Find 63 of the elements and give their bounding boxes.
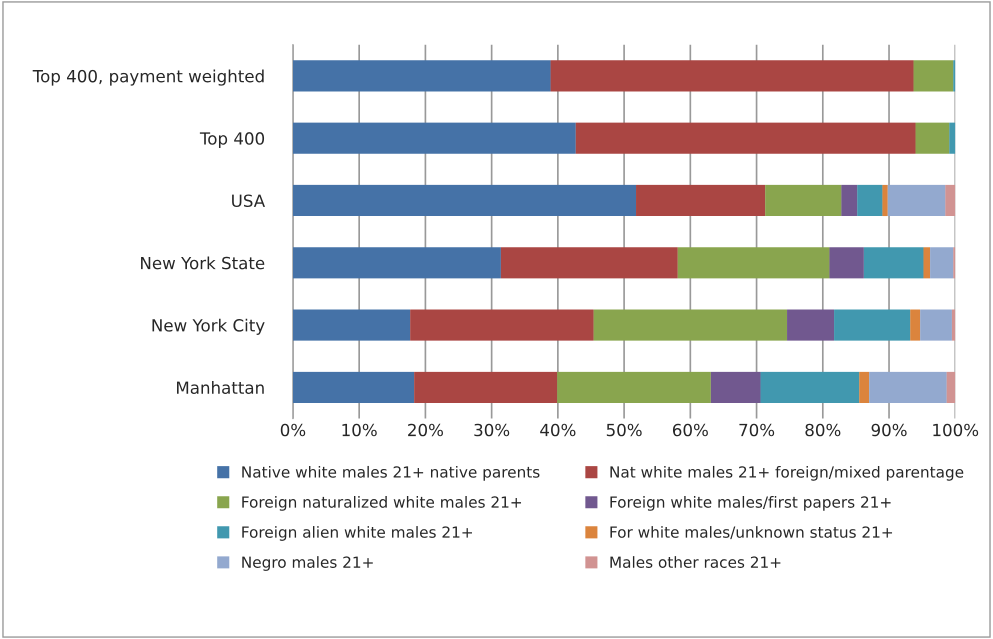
bar	[930, 247, 954, 278]
bar	[414, 372, 558, 403]
bar	[949, 122, 956, 154]
bar	[834, 310, 910, 341]
bar	[916, 122, 950, 154]
x-tick-label: 0%	[280, 424, 306, 436]
legend-label: Foreign white males/first papers 21+	[610, 496, 891, 511]
bar	[292, 122, 576, 154]
bar	[292, 310, 410, 341]
y-tick-label: Manhattan	[177, 381, 264, 394]
bar	[882, 184, 888, 216]
bar	[857, 184, 882, 216]
legend-label: For white males/unknown status 21+	[610, 526, 892, 540]
bar	[765, 184, 842, 216]
bar	[946, 372, 956, 403]
bar	[710, 372, 761, 403]
bar	[292, 60, 551, 92]
legend-label: Nat white males 21+ foreign/mixed parentage	[610, 466, 964, 481]
x-tick-label: 90%	[872, 424, 907, 436]
x-tick-label: 70%	[739, 424, 774, 436]
x-tick-label: 60%	[672, 424, 708, 436]
bar	[292, 184, 636, 216]
x-tick-label: 20%	[408, 424, 444, 436]
bar	[869, 372, 947, 403]
bar	[914, 60, 954, 92]
bar	[945, 184, 956, 216]
y-tick-label: New York State	[141, 256, 264, 270]
bar	[557, 372, 711, 403]
bar	[678, 247, 830, 278]
bar	[859, 372, 870, 403]
y-tick-label: Top 400	[200, 132, 264, 148]
bar	[923, 247, 930, 278]
y-tick-label: USA	[232, 194, 266, 208]
x-tick-label: 50%	[606, 424, 642, 436]
legend-label: Native white males 21+ native parents	[242, 466, 540, 481]
bar	[864, 247, 924, 278]
bar	[910, 310, 920, 341]
x-tick-label: 40%	[540, 424, 576, 436]
bar	[550, 60, 914, 92]
x-tick-label: 30%	[474, 424, 510, 436]
bar	[576, 122, 916, 154]
bar	[920, 310, 952, 341]
y-tick-label: New York City	[152, 318, 265, 335]
legend-label: Negro males 21+	[242, 556, 373, 571]
legend-label: Foreign naturalized white males 21+	[242, 496, 522, 511]
y-tick-label: Top 400, payment weighted	[32, 70, 264, 86]
bar	[841, 184, 858, 216]
bar	[952, 310, 956, 341]
bar	[760, 372, 860, 403]
bar	[292, 247, 501, 278]
x-tick-label: 80%	[805, 424, 840, 436]
bar	[500, 247, 678, 278]
bar	[787, 310, 834, 341]
bar	[888, 184, 946, 216]
bar	[292, 372, 414, 403]
bar	[594, 310, 788, 341]
x-tick-label: 10%	[342, 424, 377, 436]
legend-label: Males other races 21+	[610, 556, 780, 568]
x-tick-label: 100%	[933, 424, 978, 436]
bar	[829, 247, 864, 278]
bar	[636, 184, 766, 216]
legend-label: Foreign alien white males 21+	[242, 526, 472, 541]
bar	[410, 310, 594, 341]
